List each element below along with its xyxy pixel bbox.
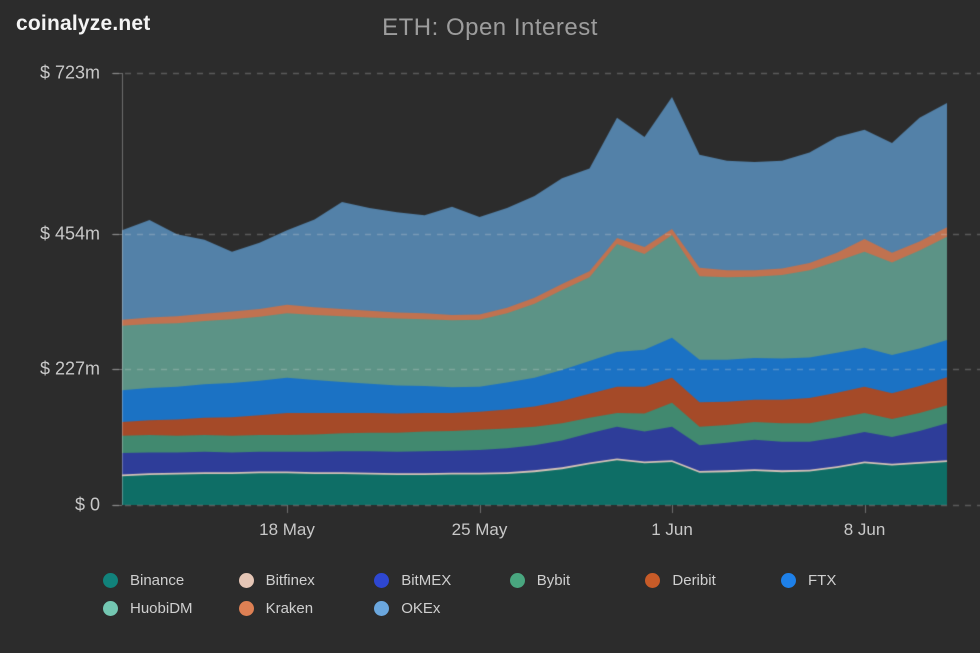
y-axis-tick-label: $ 0 [74, 494, 100, 515]
y-axis-tick-label: $ 227m [39, 358, 100, 379]
y-axis-tick-label: $ 454m [39, 223, 100, 244]
x-axis-tick-label: 8 Jun [843, 520, 886, 539]
x-axis-tick-label: 18 May [259, 520, 315, 539]
legend-item-bybit[interactable]: Bybit [509, 569, 571, 591]
legend-label: Bybit [536, 571, 571, 589]
legend-color-dot [509, 572, 525, 588]
legend-label: BitMEX [401, 571, 452, 589]
legend-item-bitmex[interactable]: BitMEX [374, 569, 451, 591]
legend-item-ftx[interactable]: FTX [781, 569, 836, 591]
legend-color-dot [103, 600, 118, 616]
x-axis-tick-label: 1 Jun [651, 520, 693, 539]
legend-item-bitfinex[interactable]: Bitfinex [238, 569, 315, 591]
x-axis-tick-label: 25 May [451, 520, 508, 539]
legend-item-huobidm[interactable]: HuobiDM [103, 597, 193, 619]
legend-label: OKEx [401, 599, 441, 617]
legend-label: Kraken [265, 599, 314, 617]
y-axis-tick-label: $ 723m [39, 62, 100, 83]
legend-label: Binance [130, 571, 185, 589]
legend-item-deribit[interactable]: Deribit [645, 569, 716, 591]
legend-color-dot [781, 572, 796, 588]
legend-item-kraken[interactable]: Kraken [238, 597, 314, 619]
legend-color-dot [103, 572, 118, 588]
legend-label: Bitfinex [265, 571, 315, 589]
legend-color-dot [238, 600, 254, 616]
legend-label: Deribit [672, 571, 716, 589]
legend-label: HuobiDM [130, 599, 193, 617]
legend-color-dot [374, 600, 390, 616]
page-title: ETH: Open Interest [382, 14, 598, 41]
legend-color-dot [374, 572, 390, 588]
legend-color-dot [238, 572, 254, 588]
legend-item-binance[interactable]: Binance [103, 569, 184, 591]
legend-item-okex[interactable]: OKEx [374, 597, 440, 619]
legend-label: FTX [808, 571, 837, 589]
legend-color-dot [645, 572, 661, 588]
brand-watermark: coinalyze.net [16, 12, 151, 35]
